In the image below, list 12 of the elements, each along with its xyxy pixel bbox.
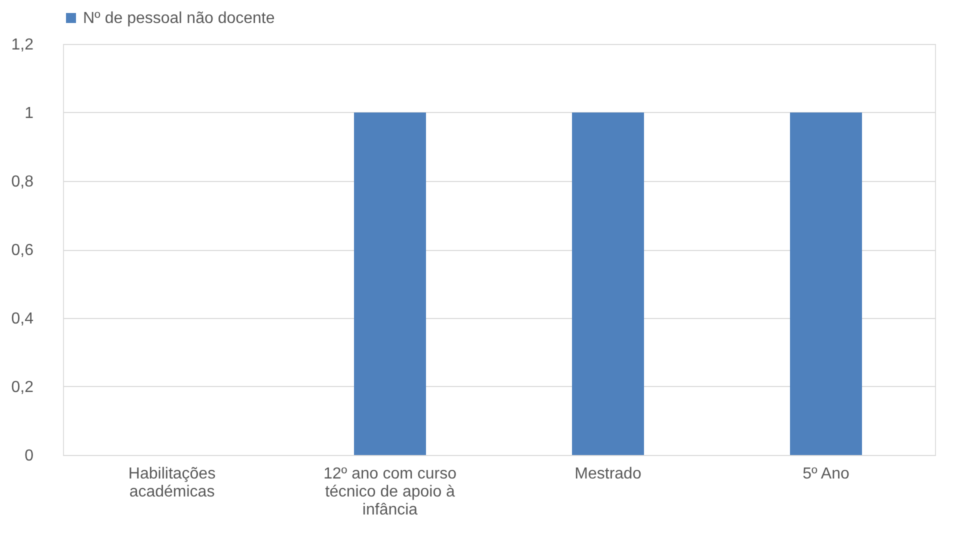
y-tick-label: 1,2: [11, 36, 34, 54]
legend-label: Nº de pessoal não docente: [83, 10, 275, 27]
y-tick-label: 0,8: [11, 174, 34, 190]
x-tick-label: Habilitações académicas: [128, 466, 216, 500]
y-tick-label: 0: [24, 448, 34, 464]
x-tick-label: 12º ano com curso técnico de apoio à infância: [323, 466, 457, 518]
x-tick-label: 5º Ano: [802, 466, 850, 482]
y-tick-label: 0,4: [11, 310, 34, 328]
y-tick-label: 0,6: [11, 242, 34, 259]
y-tick-label: 0,2: [11, 379, 34, 396]
y-tick-label: 1: [24, 105, 34, 122]
x-tick-label: Mestrado: [574, 466, 642, 482]
